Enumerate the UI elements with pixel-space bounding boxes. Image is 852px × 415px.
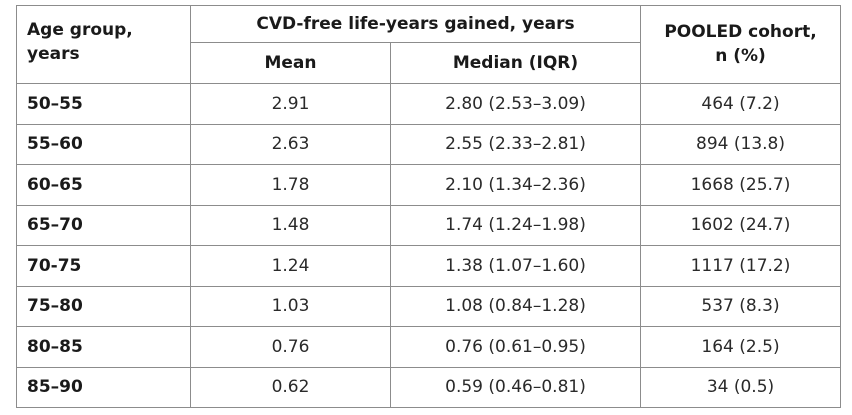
table-header: Age group, years CVD-free life-years gai… xyxy=(16,5,841,84)
cell-age-group: 75–80 xyxy=(16,285,191,327)
cell-median-iqr: 2.80 (2.53–3.09) xyxy=(390,83,641,125)
cvd-life-years-table-container: Age group, years CVD-free life-years gai… xyxy=(16,5,841,408)
cell-age-group: 50–55 xyxy=(16,83,191,125)
cell-median-iqr: 1.08 (0.84–1.28) xyxy=(390,285,641,327)
cell-pooled-cohort: 1117 (17.2) xyxy=(640,245,841,287)
cell-mean: 1.48 xyxy=(190,204,391,246)
cell-age-group: 65–70 xyxy=(16,204,191,246)
cell-mean: 0.76 xyxy=(190,326,391,368)
header-age-group-line2: years xyxy=(27,44,80,64)
cell-median-iqr: 2.55 (2.33–2.81) xyxy=(390,123,641,165)
table-row: 55–60 2.63 2.55 (2.33–2.81) 894 (13.8) xyxy=(16,123,841,165)
cell-median-iqr: 0.59 (0.46–0.81) xyxy=(390,366,641,408)
cell-pooled-cohort: 537 (8.3) xyxy=(640,285,841,327)
header-median-iqr: Median (IQR) xyxy=(390,42,641,84)
cell-median-iqr: 1.74 (1.24–1.98) xyxy=(390,204,641,246)
cell-age-group: 85–90 xyxy=(16,366,191,408)
table-body: 50–55 2.91 2.80 (2.53–3.09) 464 (7.2) 55… xyxy=(16,83,841,408)
cell-median-iqr: 0.76 (0.61–0.95) xyxy=(390,326,641,368)
cell-mean: 1.03 xyxy=(190,285,391,327)
cell-age-group: 70-75 xyxy=(16,245,191,287)
header-cvd-free-life-years: CVD-free life-years gained, years xyxy=(190,5,641,43)
table-row: 65–70 1.48 1.74 (1.24–1.98) 1602 (24.7) xyxy=(16,204,841,246)
cell-pooled-cohort: 164 (2.5) xyxy=(640,326,841,368)
cell-age-group: 60–65 xyxy=(16,164,191,206)
cell-mean: 2.91 xyxy=(190,83,391,125)
cell-median-iqr: 1.38 (1.07–1.60) xyxy=(390,245,641,287)
header-pooled-line2: n (%) xyxy=(715,46,766,66)
cell-age-group: 80–85 xyxy=(16,326,191,368)
table-row: 60–65 1.78 2.10 (1.34–2.36) 1668 (25.7) xyxy=(16,164,841,206)
header-mean: Mean xyxy=(190,42,391,84)
table-row: 70-75 1.24 1.38 (1.07–1.60) 1117 (17.2) xyxy=(16,245,841,287)
header-pooled-line1: POOLED cohort, xyxy=(664,22,817,42)
cell-pooled-cohort: 1668 (25.7) xyxy=(640,164,841,206)
header-age-group-line1: Age group, xyxy=(27,20,133,40)
cell-median-iqr: 2.10 (1.34–2.36) xyxy=(390,164,641,206)
table-row: 75–80 1.03 1.08 (0.84–1.28) 537 (8.3) xyxy=(16,285,841,327)
cell-mean: 1.78 xyxy=(190,164,391,206)
header-pooled-cohort: POOLED cohort, n (%) xyxy=(640,5,841,84)
table-row: 85–90 0.62 0.59 (0.46–0.81) 34 (0.5) xyxy=(16,366,841,408)
cvd-life-years-table: Age group, years CVD-free life-years gai… xyxy=(16,5,841,408)
cell-pooled-cohort: 894 (13.8) xyxy=(640,123,841,165)
table-row: 50–55 2.91 2.80 (2.53–3.09) 464 (7.2) xyxy=(16,83,841,125)
header-age-group: Age group, years xyxy=(16,5,191,84)
cell-age-group: 55–60 xyxy=(16,123,191,165)
cell-mean: 0.62 xyxy=(190,366,391,408)
cell-pooled-cohort: 1602 (24.7) xyxy=(640,204,841,246)
cell-mean: 1.24 xyxy=(190,245,391,287)
cell-pooled-cohort: 34 (0.5) xyxy=(640,366,841,408)
table-row: 80–85 0.76 0.76 (0.61–0.95) 164 (2.5) xyxy=(16,326,841,368)
cell-pooled-cohort: 464 (7.2) xyxy=(640,83,841,125)
cell-mean: 2.63 xyxy=(190,123,391,165)
